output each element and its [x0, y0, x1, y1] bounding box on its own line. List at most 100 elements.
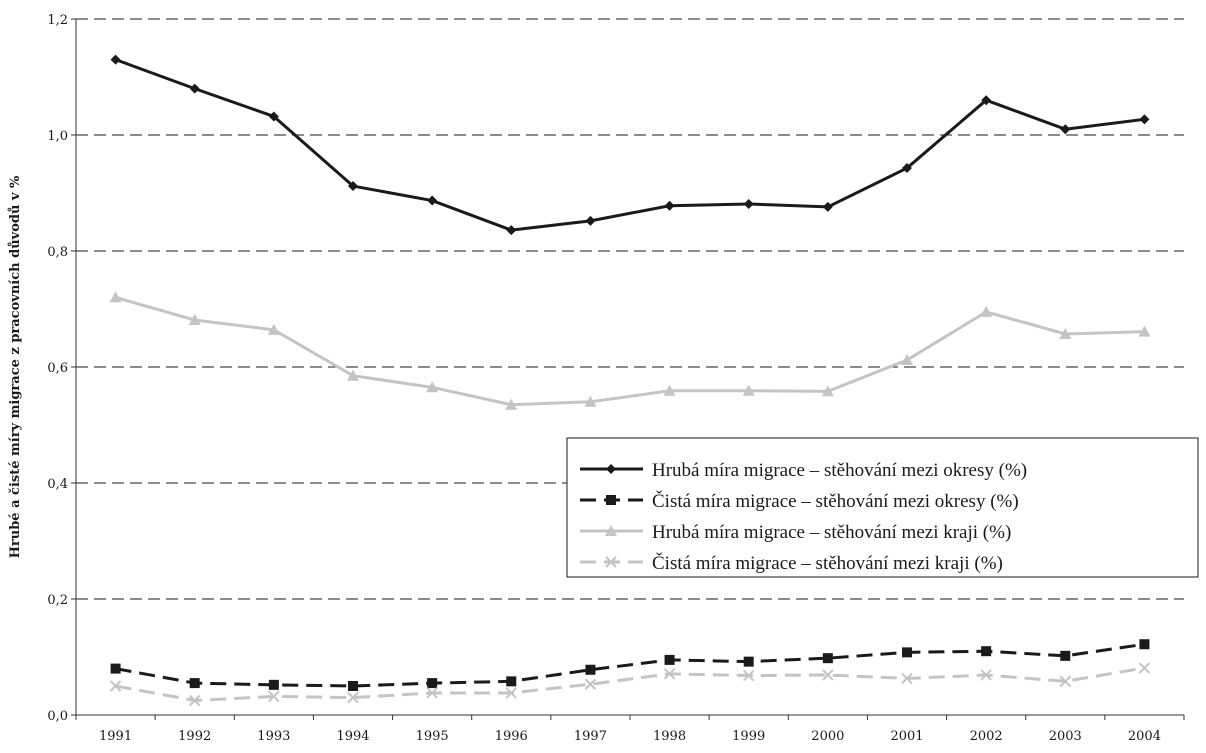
data-point — [1060, 124, 1071, 135]
data-point — [1139, 114, 1150, 125]
data-point — [663, 668, 676, 680]
x-tick-labels: 1991 1992 1993 1994 1995 1996 1997 1998 1999 2000… — [75, 715, 1185, 744]
data-point — [664, 654, 675, 665]
series-line — [115, 666, 1145, 702]
x-tick-label: 1993 — [257, 729, 290, 744]
data-point — [110, 54, 121, 65]
x-tick-label: 1997 — [574, 729, 607, 744]
y-tick-label: 0,8 — [47, 245, 68, 260]
data-point — [268, 690, 280, 703]
data-point — [267, 323, 280, 335]
series-line — [115, 295, 1145, 407]
y-tick-label: 0,4 — [47, 477, 68, 492]
legend: Hrubá míra migrace – stěhování mezi okre… — [566, 437, 1199, 578]
data-point — [743, 199, 754, 210]
series-4 — [109, 662, 1151, 707]
data-point — [981, 95, 992, 106]
data-point — [110, 663, 121, 674]
data-point — [268, 111, 279, 122]
marker-stroke — [426, 687, 438, 699]
data-point — [505, 687, 517, 699]
data-point — [348, 681, 358, 691]
marker-stroke — [505, 687, 517, 699]
y-tick-label: 1,0 — [47, 129, 68, 144]
data-point — [606, 495, 616, 505]
legend-frame — [566, 437, 1199, 578]
data-point — [189, 694, 201, 707]
data-point — [743, 656, 754, 667]
series-line — [115, 642, 1145, 688]
data-point — [585, 215, 596, 226]
data-point — [188, 314, 201, 326]
series-1 — [110, 54, 1150, 236]
data-point — [980, 669, 992, 681]
marker-stroke — [1138, 662, 1151, 674]
y-tick-label: 0,2 — [47, 593, 68, 608]
y-tick-label: 0,0 — [47, 709, 68, 724]
data-point — [1059, 327, 1072, 339]
data-point — [426, 381, 439, 393]
series-line — [115, 58, 1145, 232]
data-point — [347, 691, 359, 704]
data-point — [268, 679, 279, 690]
data-point — [980, 305, 993, 317]
data-point — [585, 664, 596, 675]
legend-label: Hrubá míra migrace – stěhování mezi kraj… — [652, 522, 1011, 543]
x-tick-label: 1999 — [732, 729, 765, 744]
marker-stroke — [822, 669, 834, 681]
data-point — [427, 195, 438, 206]
x-tick-label: 1992 — [178, 729, 211, 744]
data-point — [1139, 639, 1150, 650]
data-point — [189, 678, 200, 689]
data-point — [189, 83, 200, 94]
x-tick-label: 2004 — [1128, 729, 1161, 744]
marker-stroke — [347, 691, 359, 704]
data-point — [584, 395, 597, 407]
data-point — [584, 678, 597, 690]
y-tick-labels: 0,0 0,2 0,4 0,6 0,8 1,0 1,2 — [47, 13, 76, 724]
data-point — [427, 678, 438, 689]
data-point — [822, 669, 834, 681]
marker-stroke — [268, 690, 280, 703]
y-tick-label: 0,6 — [47, 361, 68, 376]
x-tick-label: 2001 — [890, 729, 923, 744]
marker-stroke — [901, 672, 913, 685]
data-point — [426, 687, 438, 699]
x-tick-label: 2002 — [970, 729, 1003, 744]
x-tick-label: 1994 — [336, 729, 369, 744]
data-point — [821, 385, 834, 397]
data-point — [606, 464, 616, 474]
data-point — [109, 680, 122, 692]
data-point — [742, 384, 755, 396]
data-point — [347, 369, 359, 381]
legend-entry: Čistá míra migrace – stěhování mezi kraj… — [580, 552, 1003, 574]
x-tick-label: 1996 — [495, 729, 528, 744]
data-point — [1060, 650, 1071, 661]
series-layer — [109, 54, 1151, 707]
marker-stroke — [605, 556, 617, 568]
data-point — [901, 354, 913, 366]
data-point — [348, 181, 358, 192]
data-point — [505, 398, 518, 410]
marker-stroke — [743, 669, 755, 682]
data-point — [743, 669, 755, 682]
data-point — [1138, 662, 1151, 674]
data-point — [981, 646, 992, 657]
data-point — [822, 653, 833, 664]
x-tick-label: 1991 — [99, 729, 132, 744]
marker-stroke — [663, 668, 676, 680]
x-tick-label: 2003 — [1049, 729, 1082, 744]
data-point — [1059, 675, 1071, 688]
data-point — [822, 201, 833, 212]
legend-entry: Čistá míra migrace – stěhování mezi okre… — [580, 490, 1019, 512]
data-point — [901, 672, 913, 685]
series-2 — [110, 639, 1150, 691]
x-tick-label: 2000 — [811, 729, 844, 744]
data-point — [605, 556, 617, 568]
x-tick-label: 1998 — [653, 729, 686, 744]
marker-stroke — [189, 694, 201, 707]
data-point — [664, 200, 675, 211]
legend-label: Čistá míra migrace – stěhování mezi okre… — [652, 490, 1019, 512]
legend-label: Hrubá míra migrace – stěhování mezi okre… — [652, 460, 1027, 481]
